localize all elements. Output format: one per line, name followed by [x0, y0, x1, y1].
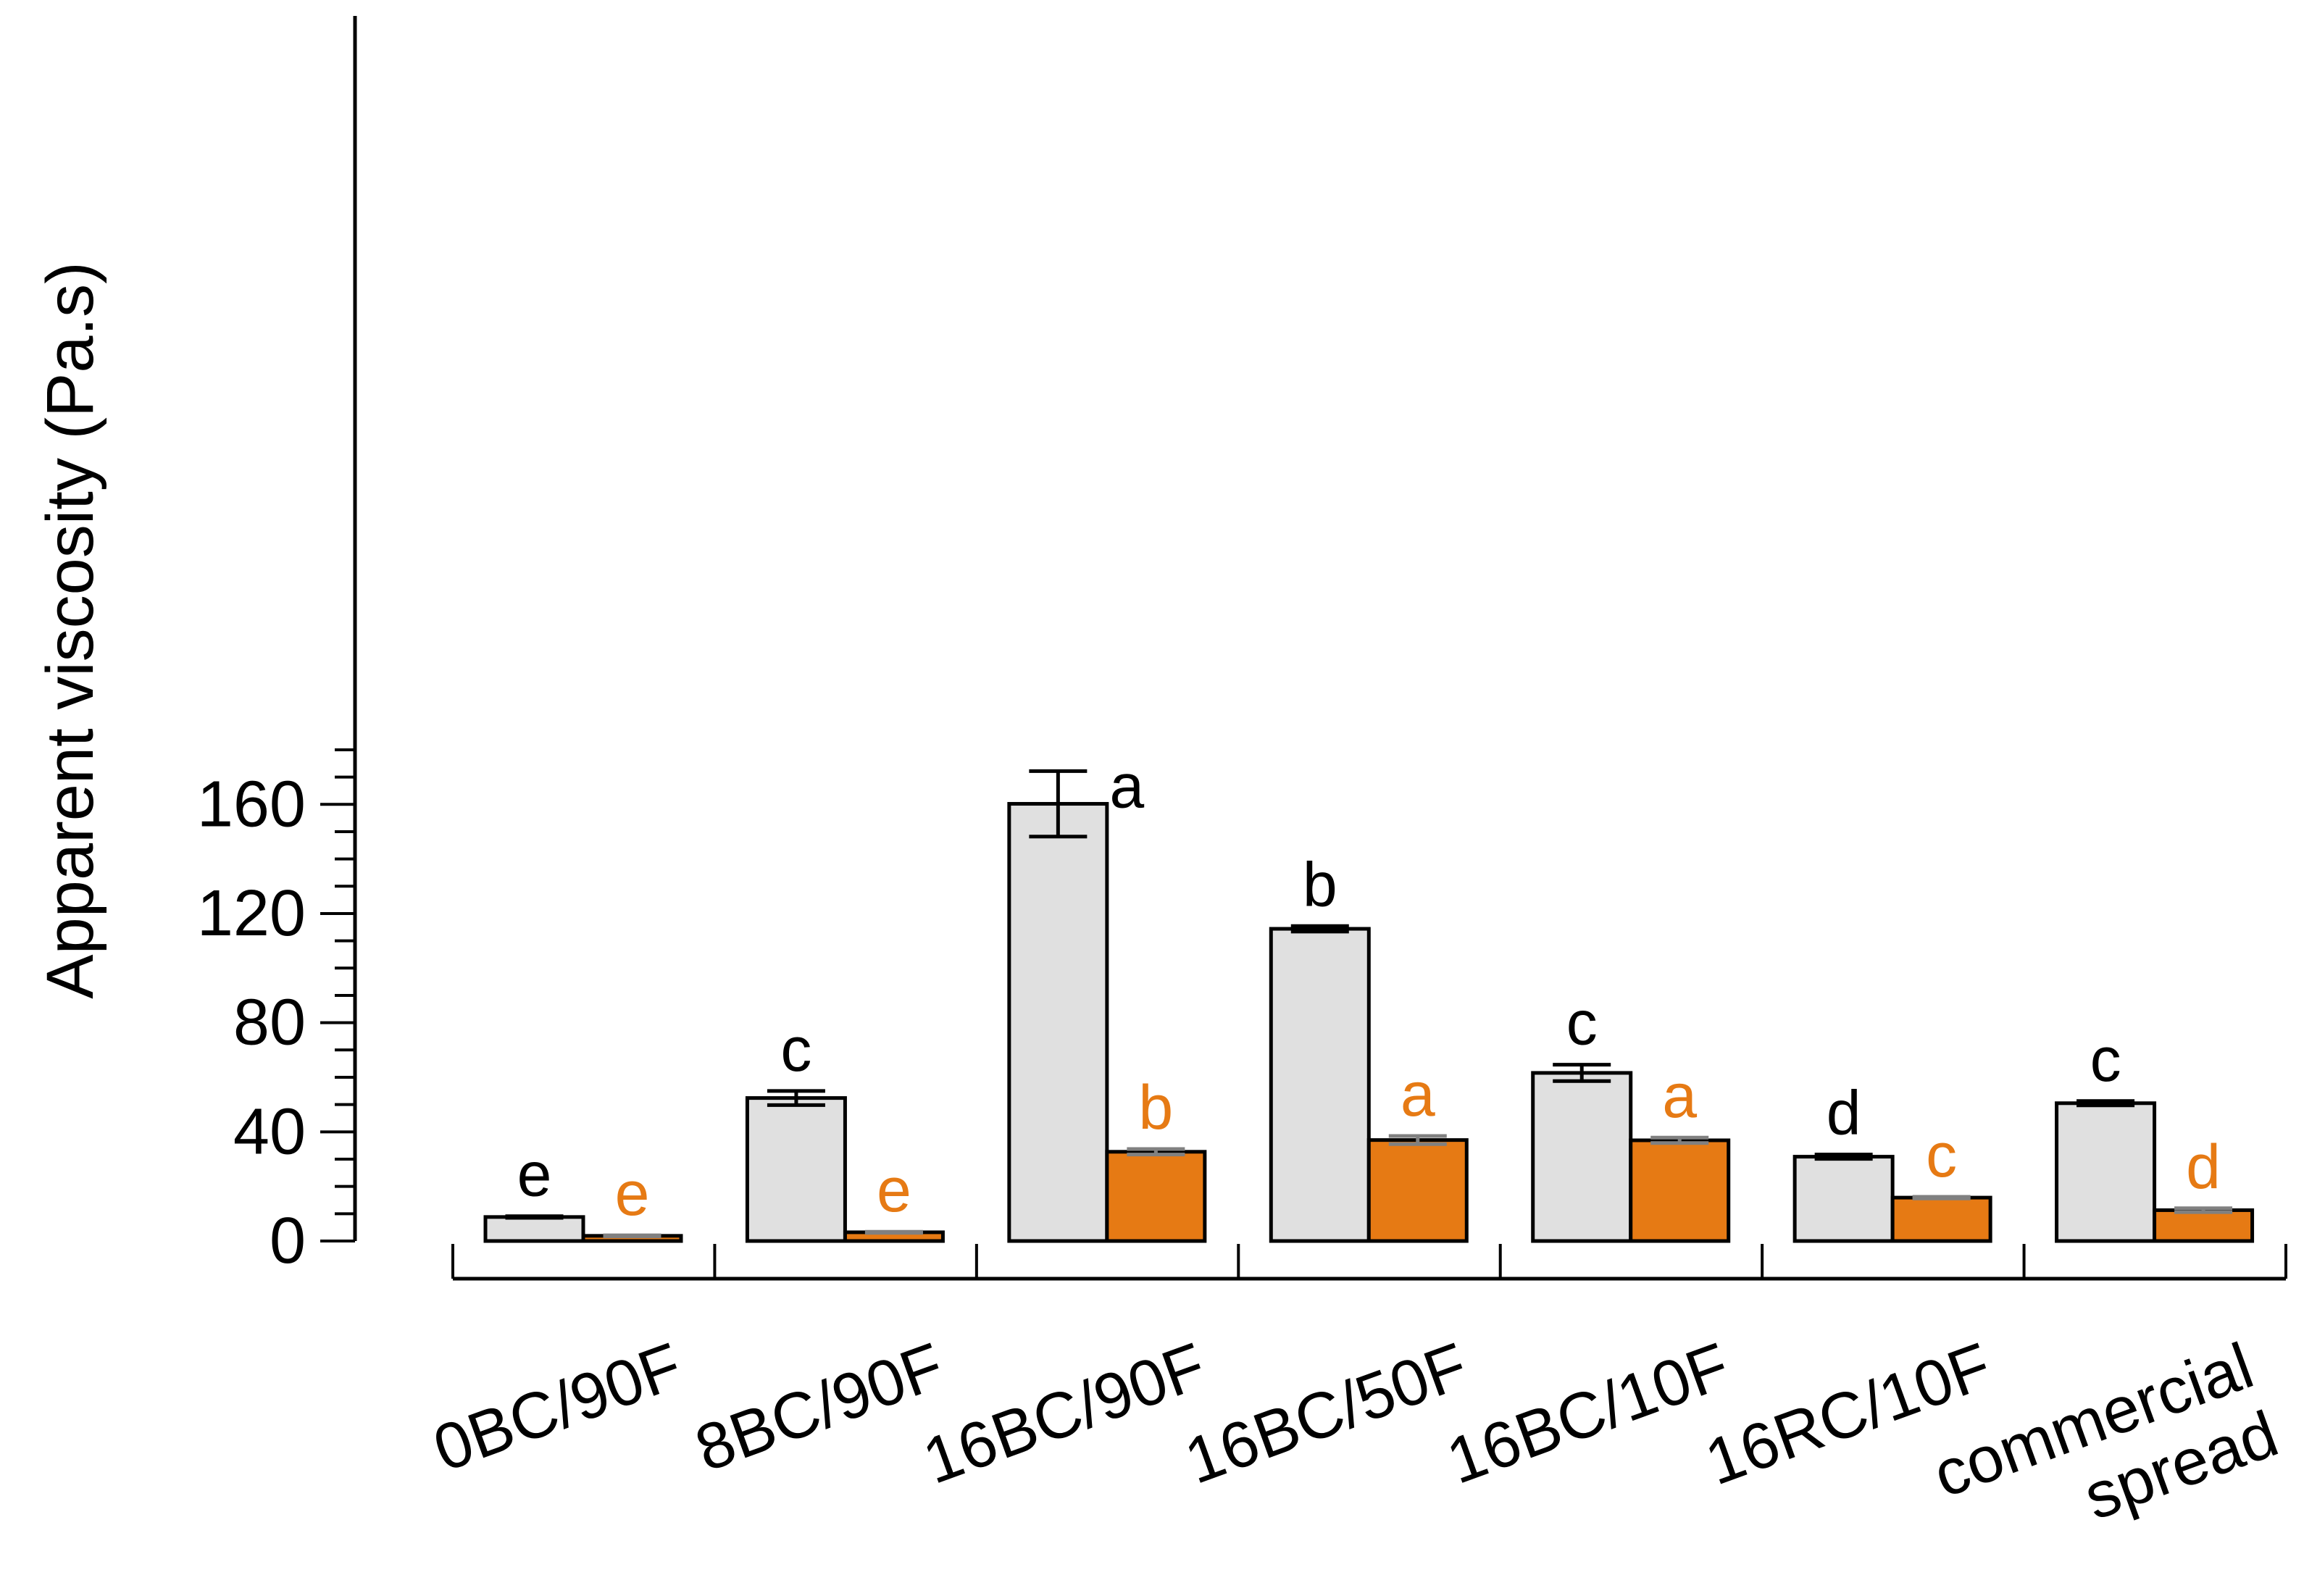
x-tick-label-16bc-10f: 16BC/10F	[1438, 1329, 1739, 1498]
significance-letter: c	[1566, 989, 1598, 1058]
significance-letter: d	[1827, 1079, 1861, 1148]
x-tick-label-line: 16BC/90F	[914, 1329, 1215, 1498]
bar-series-1-16bc-50f	[1269, 927, 1371, 1243]
bar-series-1-commercial-spread	[2055, 1101, 2157, 1243]
x-axis	[451, 1244, 2287, 1281]
x-tick-label-line: 16BC/10F	[1438, 1329, 1739, 1498]
significance-letter: c	[1926, 1121, 1957, 1190]
x-tick-label-0bc-90f: 0BC/90F	[425, 1329, 691, 1485]
bar-series-2-16bc-10f	[1629, 1138, 1731, 1243]
significance-letter: e	[615, 1159, 650, 1229]
errorbar-series-1-16bc-10f	[1553, 1063, 1611, 1083]
y-tick-label: 40	[233, 1095, 306, 1168]
y-tick-label: 120	[197, 877, 306, 950]
x-tick-label-16bc-90f: 16BC/90F	[914, 1329, 1215, 1498]
y-tick-label: 80	[233, 987, 306, 1059]
significance-letter: e	[517, 1140, 552, 1210]
bar-series-1-16bc-10f	[1531, 1071, 1633, 1243]
bar-series-1-16rc-10f	[1792, 1155, 1895, 1243]
bar-series-2-16rc-10f	[1890, 1195, 1992, 1243]
bar-series-2-16bc-50f	[1366, 1138, 1469, 1243]
errorbar-series-2-0bc-90f	[603, 1233, 661, 1239]
errorbar-series-2-commercial-spread	[2174, 1206, 2233, 1214]
errorbar-series-2-16bc-10f	[1650, 1135, 1709, 1145]
errorbar-series-1-16bc-50f	[1290, 924, 1349, 934]
significance-letter: a	[1401, 1060, 1435, 1129]
significance-letter: e	[877, 1156, 911, 1225]
bar-series-2-commercial-spread	[2153, 1208, 2255, 1243]
significance-letter: c	[2090, 1025, 2121, 1095]
error-bar-group	[505, 769, 2233, 1239]
significance-letter: a	[1662, 1061, 1697, 1131]
bar-series-1-0bc-90f	[483, 1215, 585, 1243]
errorbar-series-1-8bc-90f	[767, 1089, 825, 1107]
bar-series-1-16bc-90f	[1007, 802, 1109, 1243]
significance-letter: d	[2186, 1132, 2221, 1202]
x-tick-label-8bc-90f: 8BC/90F	[686, 1329, 953, 1485]
significance-letter: c	[780, 1015, 811, 1085]
y-axis-label: Apparent viscosity (Pa.s)	[33, 262, 107, 998]
significance-letter: a	[1109, 751, 1144, 821]
errorbar-series-2-16bc-50f	[1388, 1134, 1447, 1146]
y-axis: 0 40 80 120 160	[197, 16, 357, 1277]
x-tick-label-group: 0BC/90F8BC/90F16BC/90F16BC/50F16BC/10F16…	[425, 1329, 2287, 1534]
significance-letter: b	[1303, 850, 1337, 919]
y-tick-label: 0	[270, 1205, 306, 1277]
errorbar-series-2-16rc-10f	[1912, 1195, 1971, 1200]
bar-group	[483, 802, 2255, 1243]
x-tick-label-16bc-50f: 16BC/50F	[1176, 1329, 1477, 1498]
errorbar-series-2-8bc-90f	[864, 1229, 923, 1235]
x-tick-label-line: 8BC/90F	[686, 1329, 953, 1485]
y-tick-label: 160	[197, 768, 306, 840]
significance-letter: b	[1138, 1073, 1173, 1142]
errorbar-series-1-16rc-10f	[1814, 1153, 1873, 1161]
x-tick-label-line: 0BC/90F	[425, 1329, 691, 1485]
errorbar-series-1-16bc-90f	[1029, 769, 1088, 839]
bar-series-2-16bc-90f	[1105, 1150, 1207, 1243]
bar-series-1-8bc-90f	[745, 1096, 847, 1243]
x-tick-label-line: 16BC/50F	[1176, 1329, 1477, 1498]
errorbar-series-2-16bc-90f	[1127, 1147, 1185, 1157]
errorbar-series-1-commercial-spread	[2076, 1099, 2135, 1108]
errorbar-series-1-0bc-90f	[505, 1214, 564, 1220]
